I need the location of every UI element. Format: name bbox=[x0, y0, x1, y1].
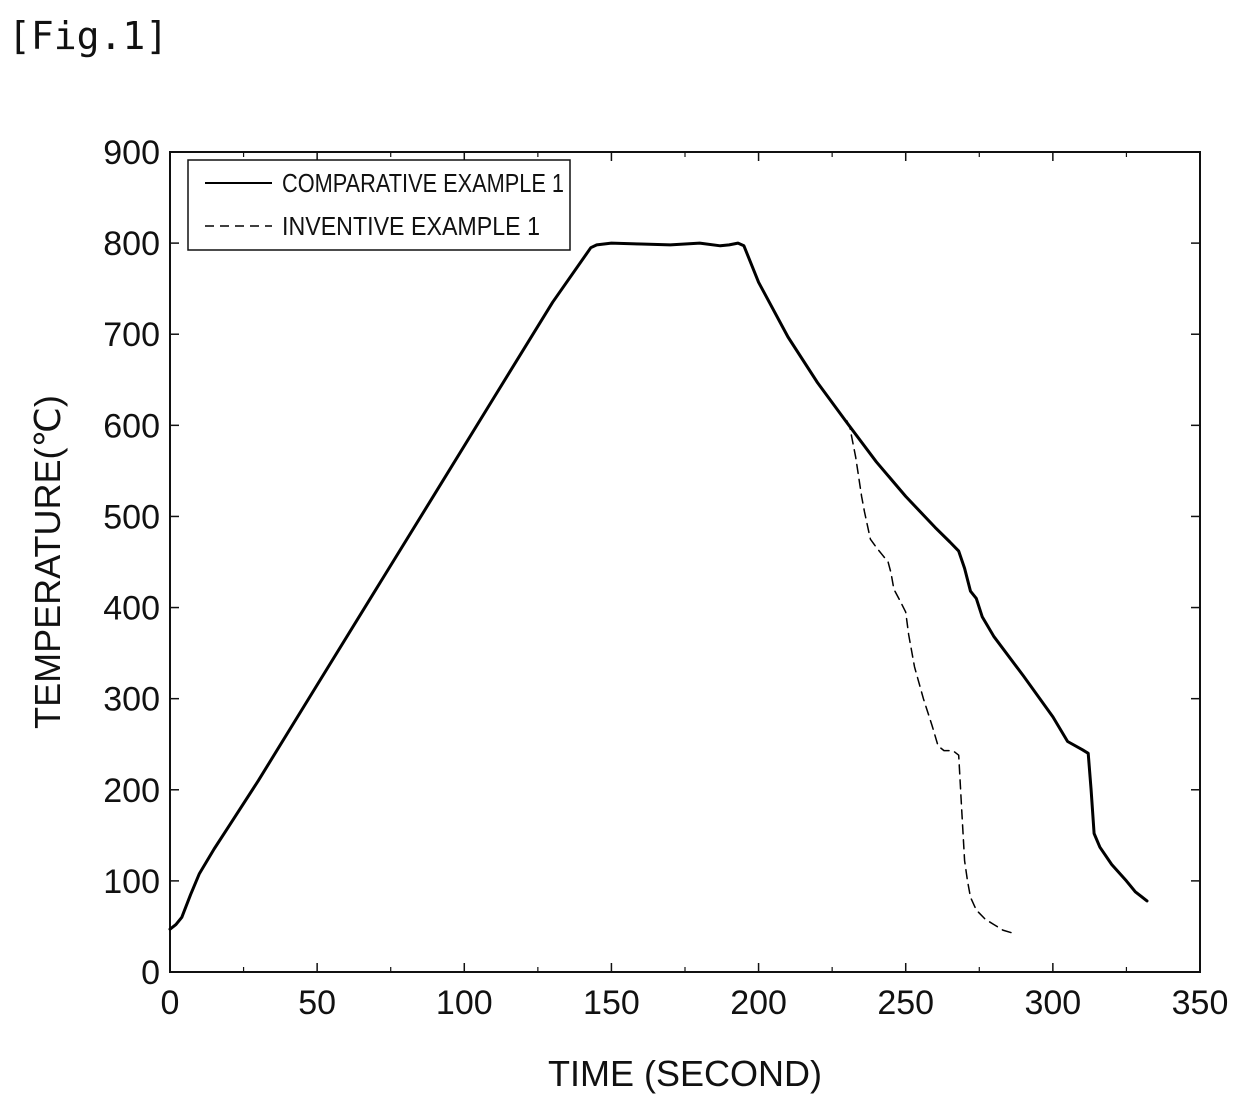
x-tick-label: 200 bbox=[730, 984, 787, 1022]
x-axis-title: TIME (SECOND) bbox=[548, 1053, 822, 1094]
series-line-1 bbox=[846, 420, 1013, 934]
y-tick-label: 700 bbox=[103, 316, 160, 354]
axis-ticks bbox=[169, 151, 1201, 973]
legend-box bbox=[187, 159, 571, 251]
y-tick-label: 600 bbox=[103, 407, 160, 445]
legend-label-inventive: INVENTIVE EXAMPLE 1 bbox=[282, 211, 540, 241]
y-tick-label: 300 bbox=[103, 681, 160, 719]
y-tick-label: 400 bbox=[103, 590, 160, 628]
x-tick-label: 300 bbox=[1024, 984, 1081, 1022]
x-tick-label: 0 bbox=[161, 984, 180, 1022]
y-tick-label: 500 bbox=[103, 498, 160, 536]
y-tick-label: 900 bbox=[103, 134, 160, 172]
x-tick-label: 100 bbox=[436, 984, 493, 1022]
figure-label: [Fig.1] bbox=[8, 14, 169, 58]
series-line-0 bbox=[168, 241, 1149, 931]
x-tick-label: 250 bbox=[877, 984, 934, 1022]
legend-label-comparative: COMPARATIVE EXAMPLE 1 bbox=[282, 168, 564, 198]
y-tick-label: 100 bbox=[103, 863, 160, 901]
legend: COMPARATIVE EXAMPLE 1 INVENTIVE EXAMPLE … bbox=[187, 159, 571, 251]
plot-frame bbox=[169, 151, 1201, 973]
x-tick-label: 150 bbox=[583, 984, 640, 1022]
series-layer bbox=[168, 241, 1149, 934]
x-tick-label: 350 bbox=[1172, 984, 1229, 1022]
y-tick-label: 800 bbox=[103, 225, 160, 263]
y-axis-title: TEMPERATURE(℃) bbox=[27, 395, 68, 729]
tick-labels: 0 50 100 150 200 250 300 350 0 100 200 300 400 500 600… bbox=[103, 134, 1228, 1022]
y-tick-label: 0 bbox=[141, 954, 160, 992]
x-tick-label: 50 bbox=[298, 984, 336, 1022]
y-tick-label: 200 bbox=[103, 772, 160, 810]
